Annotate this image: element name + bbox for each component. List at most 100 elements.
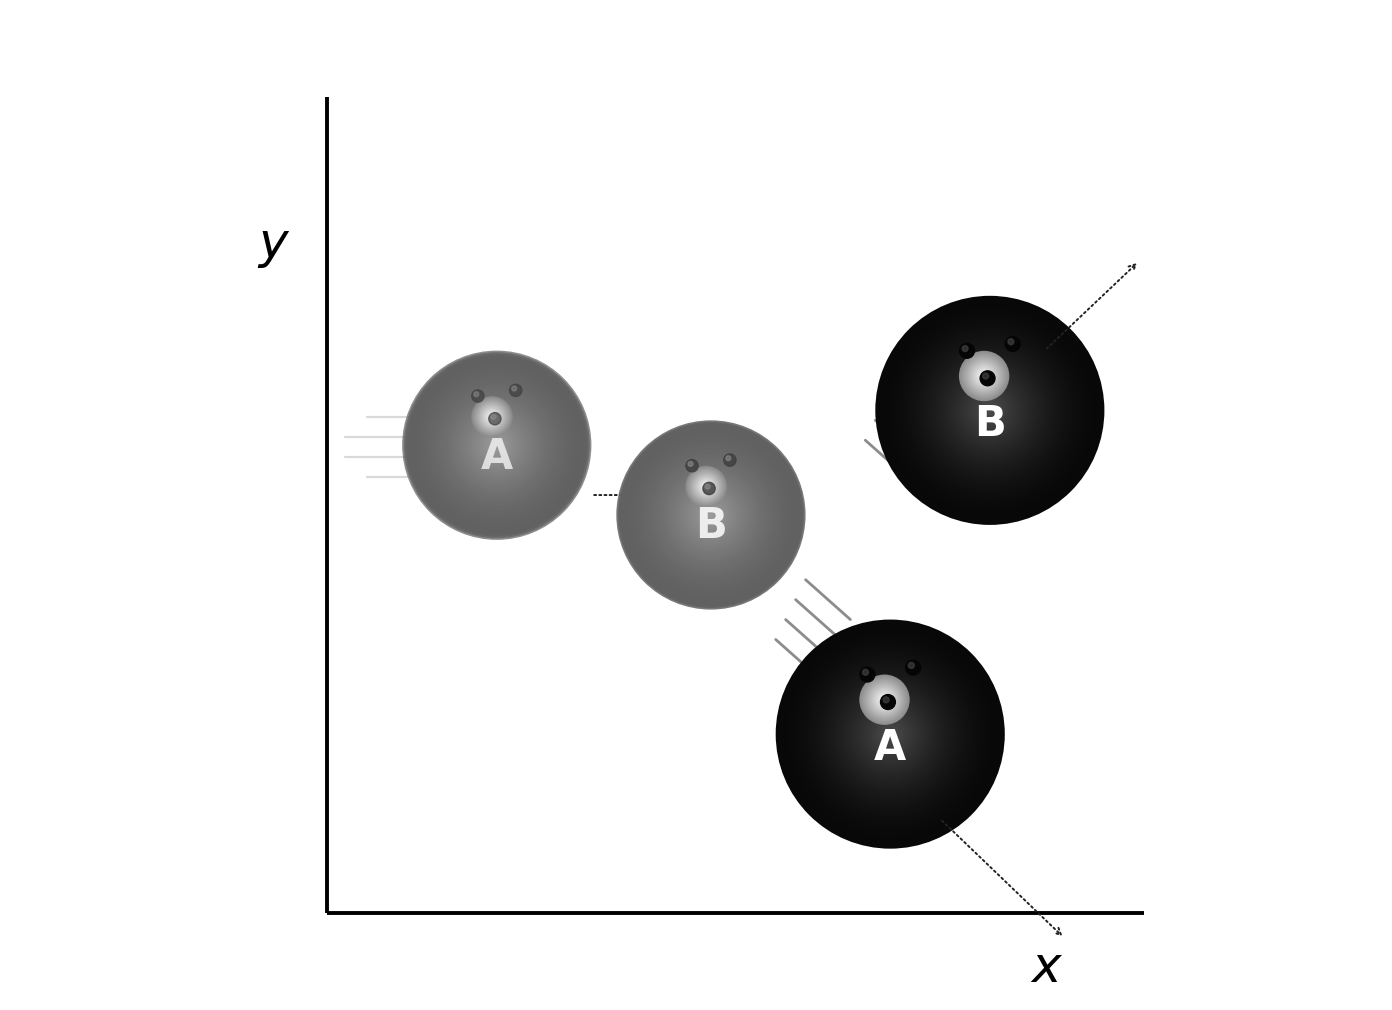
Circle shape xyxy=(697,479,714,495)
Circle shape xyxy=(901,320,1080,500)
Circle shape xyxy=(980,371,995,386)
Circle shape xyxy=(429,378,565,513)
Circle shape xyxy=(476,400,508,433)
Circle shape xyxy=(402,350,592,540)
Circle shape xyxy=(810,653,970,814)
Circle shape xyxy=(477,402,507,432)
Circle shape xyxy=(619,423,802,606)
Circle shape xyxy=(984,405,995,416)
Circle shape xyxy=(892,313,1087,508)
Circle shape xyxy=(869,713,912,755)
Circle shape xyxy=(468,417,525,474)
Circle shape xyxy=(979,399,1001,422)
Circle shape xyxy=(461,409,533,482)
Circle shape xyxy=(491,440,501,450)
Circle shape xyxy=(800,644,980,824)
Circle shape xyxy=(476,425,518,466)
Circle shape xyxy=(817,662,963,807)
Circle shape xyxy=(988,408,991,412)
Circle shape xyxy=(793,636,987,831)
Circle shape xyxy=(906,661,920,675)
Circle shape xyxy=(686,490,736,540)
Circle shape xyxy=(643,447,778,583)
Circle shape xyxy=(883,303,1097,517)
Circle shape xyxy=(704,485,709,488)
Circle shape xyxy=(857,702,923,767)
Circle shape xyxy=(692,473,721,501)
Circle shape xyxy=(983,373,988,379)
Circle shape xyxy=(938,359,1041,462)
Circle shape xyxy=(902,322,1077,498)
Circle shape xyxy=(878,694,891,706)
Circle shape xyxy=(908,328,1072,493)
Circle shape xyxy=(494,442,500,448)
Circle shape xyxy=(628,431,795,599)
Circle shape xyxy=(965,386,1015,435)
Circle shape xyxy=(974,366,994,386)
Circle shape xyxy=(970,362,998,390)
Circle shape xyxy=(848,692,933,776)
Circle shape xyxy=(856,700,924,769)
Circle shape xyxy=(887,730,894,738)
Circle shape xyxy=(477,403,507,431)
Circle shape xyxy=(692,472,721,502)
Circle shape xyxy=(862,705,919,763)
Circle shape xyxy=(799,642,981,826)
Circle shape xyxy=(888,732,892,736)
Circle shape xyxy=(704,509,717,521)
Circle shape xyxy=(629,433,793,597)
Circle shape xyxy=(704,484,709,489)
Text: B: B xyxy=(695,505,727,547)
Circle shape xyxy=(473,399,511,435)
Circle shape xyxy=(891,311,1089,510)
Circle shape xyxy=(863,670,869,676)
Circle shape xyxy=(958,378,1022,442)
Circle shape xyxy=(472,390,484,402)
Text: y: y xyxy=(258,219,288,268)
Circle shape xyxy=(837,681,944,788)
Circle shape xyxy=(486,410,498,423)
Circle shape xyxy=(486,411,498,422)
Circle shape xyxy=(878,722,902,745)
Circle shape xyxy=(977,369,991,383)
Circle shape xyxy=(940,361,1040,460)
Circle shape xyxy=(880,300,1101,521)
Circle shape xyxy=(845,688,935,780)
Circle shape xyxy=(973,393,1006,427)
Circle shape xyxy=(965,357,1004,395)
Circle shape xyxy=(874,690,895,710)
Circle shape xyxy=(949,371,1030,450)
Circle shape xyxy=(852,696,928,773)
Circle shape xyxy=(887,307,1093,513)
Circle shape xyxy=(873,688,896,712)
Circle shape xyxy=(895,315,1086,506)
Circle shape xyxy=(700,504,722,526)
Circle shape xyxy=(927,347,1052,474)
Circle shape xyxy=(967,359,1001,393)
Circle shape xyxy=(413,362,580,529)
Circle shape xyxy=(670,474,752,556)
Circle shape xyxy=(454,403,539,488)
Circle shape xyxy=(976,368,992,384)
Circle shape xyxy=(491,414,496,419)
Circle shape xyxy=(624,428,798,602)
Circle shape xyxy=(682,487,739,543)
Circle shape xyxy=(948,369,1031,452)
Circle shape xyxy=(969,390,1011,431)
Circle shape xyxy=(617,420,806,610)
Circle shape xyxy=(621,425,800,605)
Circle shape xyxy=(962,382,1019,439)
Circle shape xyxy=(484,432,509,458)
Circle shape xyxy=(415,364,579,527)
Circle shape xyxy=(979,370,990,382)
Circle shape xyxy=(842,687,938,782)
Circle shape xyxy=(451,400,543,491)
Circle shape xyxy=(668,473,753,558)
Circle shape xyxy=(689,493,734,537)
Circle shape xyxy=(928,349,1051,472)
Circle shape xyxy=(866,681,903,719)
Circle shape xyxy=(419,368,574,522)
Circle shape xyxy=(962,354,1006,398)
Circle shape xyxy=(830,673,951,795)
Circle shape xyxy=(983,375,986,377)
